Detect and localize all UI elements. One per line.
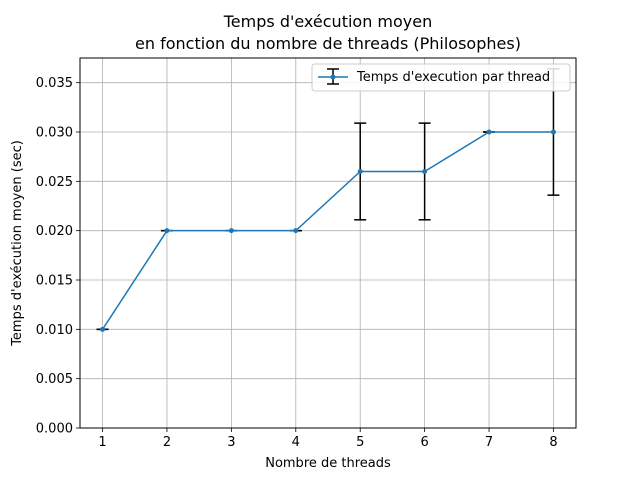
x-tick-label: 5	[356, 435, 364, 450]
data-point	[100, 326, 106, 332]
data-point	[228, 228, 234, 234]
series	[100, 129, 556, 332]
y-axis-ticks: 0.000 0.005 0.010 0.015 0.020 0.025 0.030 0.035	[36, 76, 80, 437]
y-tick-label: 0.005	[36, 372, 73, 387]
plot-frame	[79, 57, 577, 429]
legend-box	[311, 63, 571, 92]
y-axis-label: Temps d'exécution moyen (sec)	[10, 140, 25, 347]
y-tick-label: 0.020	[36, 224, 73, 239]
x-tick-label: 7	[485, 435, 493, 450]
data-point	[486, 129, 492, 135]
chart-title-line-1: Temps d'exécution moyen	[223, 12, 433, 31]
legend-marker	[330, 74, 336, 80]
x-tick-label: 6	[420, 435, 428, 450]
x-tick-label: 4	[292, 435, 300, 450]
data-point	[422, 168, 428, 174]
y-tick-label: 0.030	[36, 126, 73, 141]
data-point	[550, 129, 556, 135]
data-point	[357, 168, 363, 174]
y-tick-label: 0.015	[36, 274, 73, 289]
data-point	[293, 228, 299, 234]
y-tick-label: 0.010	[36, 323, 73, 338]
x-tick-label: 8	[549, 435, 557, 450]
data-point	[164, 228, 170, 234]
x-axis-ticks: 1 2 3 4 5 6 7 8	[98, 428, 558, 450]
y-tick-label: 0.025	[36, 175, 73, 190]
y-tick-label: 0.035	[36, 76, 73, 91]
legend: Temps d'execution par thread	[311, 63, 571, 92]
x-tick-label: 3	[227, 435, 235, 450]
legend-series-label: Temps d'execution par thread	[356, 70, 550, 85]
series-line	[101, 131, 554, 330]
x-tick-label: 2	[163, 435, 171, 450]
y-tick-label: 0.000	[36, 422, 73, 437]
x-axis-label: Nombre de threads	[265, 456, 391, 471]
chart-title-line-2: en fonction du nombre de threads (Philos…	[135, 34, 521, 53]
x-tick-label: 1	[98, 435, 106, 450]
